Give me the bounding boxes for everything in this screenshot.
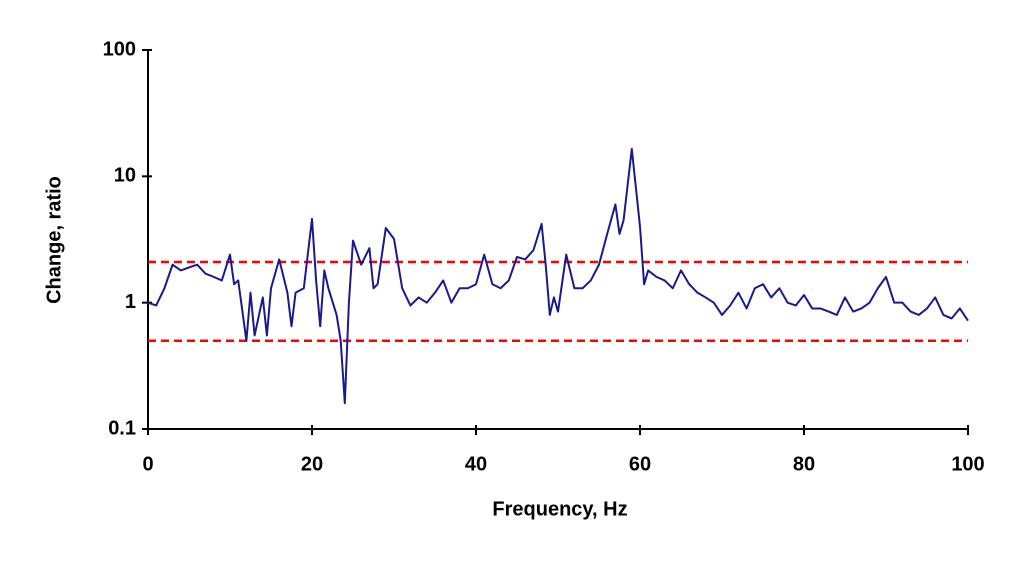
data-line [147, 147, 969, 405]
x-tick-label: 40 [465, 453, 487, 475]
x-tick-label: 20 [301, 453, 323, 475]
y-axis-label: Change, ratio [43, 176, 65, 304]
y-tick-label: 100 [103, 38, 136, 60]
x-tick-label: 100 [951, 453, 984, 475]
x-tick-label: 60 [629, 453, 651, 475]
y-tick-label: 10 [114, 165, 136, 187]
x-axis-label: Frequency, Hz [492, 498, 627, 520]
y-tick-label: 1 [125, 291, 136, 313]
y-tick-label: 0.1 [108, 417, 136, 439]
x-tick-label: 0 [142, 453, 153, 475]
x-tick-label: 80 [793, 453, 815, 475]
